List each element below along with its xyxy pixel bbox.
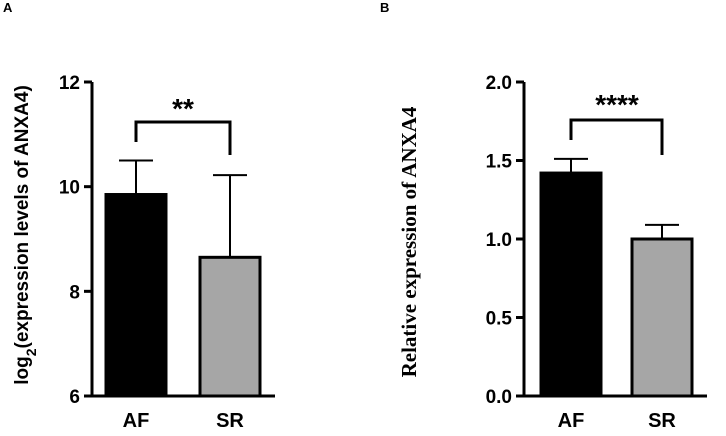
panel-a-bar-sr <box>198 255 262 398</box>
panel-a-y-axis-title: log2(expression levels of ANXA4) <box>12 85 39 385</box>
panel-a-bars <box>104 159 262 398</box>
panel-a-y-axis-title-prefix: log <box>12 356 33 385</box>
panel-a-y-tick-label: 12 <box>59 73 80 94</box>
panel-a-y-tick-label: 6 <box>69 387 80 408</box>
panel-a-y-ticks: 6 8 10 12 <box>59 73 92 408</box>
panel-a-significance-bracket <box>134 120 232 155</box>
panel-a-significance-stars: ** <box>172 93 194 124</box>
panel-b-y-tick-label: 1.5 <box>486 152 513 173</box>
panel-b-category-label-sr: SR <box>648 410 676 432</box>
panel-a-label: A <box>3 0 13 15</box>
panel-a: A log2(expression levels of ANXA4) 6 8 10 1… <box>3 0 275 432</box>
panel-b-bars <box>539 157 694 398</box>
panel-b-y-axis-title: Relative expression of ANXA4 <box>397 106 421 377</box>
panel-b-bar-sr <box>630 237 694 398</box>
panel-a-y-tick-label: 8 <box>69 282 80 303</box>
panel-a-bar-af <box>104 193 168 398</box>
panel-b-significance-stars: **** <box>595 89 639 120</box>
panel-b-y-tick-label: 0.0 <box>486 387 512 408</box>
panel-b-y-ticks: 0.0 0.5 1.0 1.5 2.0 <box>486 73 524 408</box>
panel-a-y-axis-title-text: (expression levels of ANXA4) <box>12 85 33 348</box>
panel-a-y-tick-label: 10 <box>59 178 80 199</box>
panel-b-y-tick-label: 0.5 <box>486 309 513 330</box>
panel-a-category-label-sr: SR <box>216 410 244 432</box>
panel-a-category-label-af: AF <box>123 410 150 432</box>
panel-b-significance-bracket <box>569 118 664 155</box>
panel-b-y-tick-label: 1.0 <box>486 230 512 251</box>
panel-a-y-axis-title-subscript: 2 <box>23 348 39 356</box>
panel-b-y-tick-label: 2.0 <box>486 73 512 94</box>
panel-b-label: B <box>380 0 389 15</box>
panel-b-category-label-af: AF <box>558 410 585 432</box>
panel-b-bar-af <box>539 171 603 398</box>
panel-b: B Relative expression of ANXA4 0.0 0.5 1.0… <box>380 0 707 432</box>
